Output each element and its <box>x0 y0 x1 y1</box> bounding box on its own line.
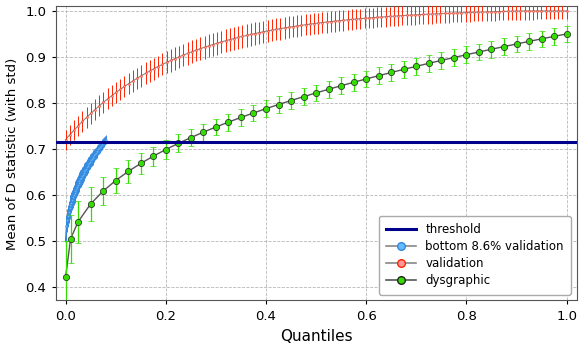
Legend: threshold, bottom 8.6% validation, validation, dysgraphic: threshold, bottom 8.6% validation, valid… <box>379 216 571 295</box>
X-axis label: Quantiles: Quantiles <box>280 329 352 344</box>
Y-axis label: Mean of D statistic (with std): Mean of D statistic (with std) <box>6 57 19 250</box>
